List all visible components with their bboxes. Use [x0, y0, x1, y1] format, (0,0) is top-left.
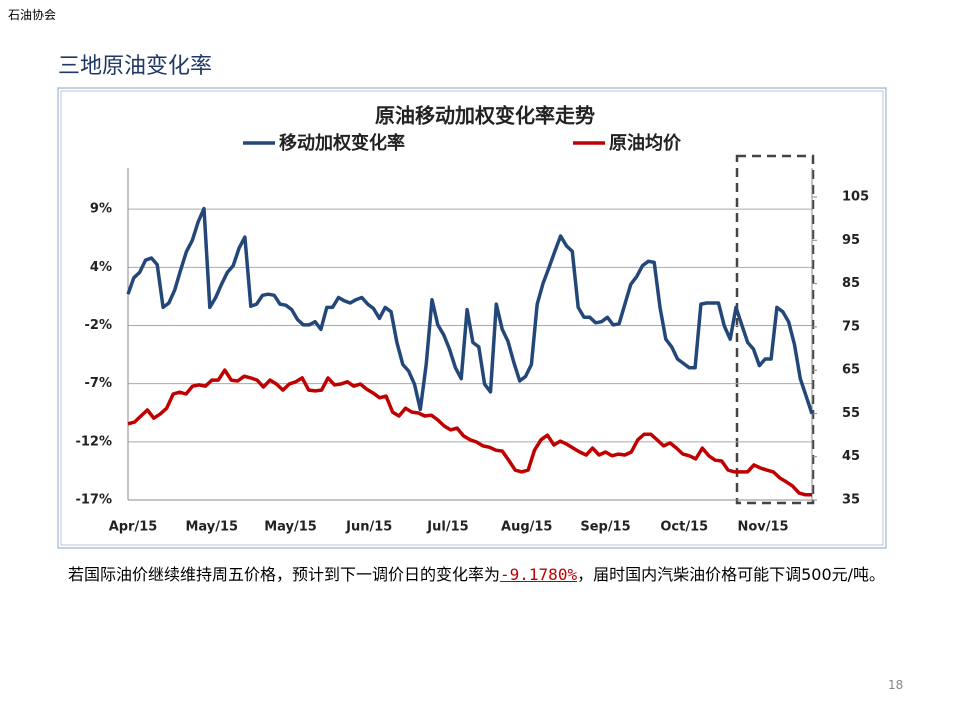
page-number: 18	[888, 678, 904, 692]
y2-tick-label: 55	[842, 406, 860, 421]
x-tick-label: Apr/15	[109, 520, 158, 535]
legend-label: 原油均价	[609, 132, 682, 154]
y2-tick-label: 35	[842, 493, 860, 508]
y-tick-label: -12%	[75, 434, 112, 449]
y-tick-label: 4%	[90, 260, 112, 275]
highlight-box	[735, 154, 815, 505]
x-tick-label: Jul/15	[426, 520, 468, 535]
y2-tick-label: 95	[842, 233, 860, 248]
note-text: ，届时国内汽柴油价格可能下调500元/吨。	[577, 565, 886, 584]
slide-title: 三地原油变化率	[58, 54, 213, 79]
x-tick-label: Aug/15	[501, 520, 552, 535]
legend-label: 移动加权变化率	[279, 132, 405, 154]
chart: 原油移动加权变化率走势 -17% -12% -7% -2% 4% 9% 35 45 55 65 75…	[57, 87, 887, 549]
note-text: 若国际油价继续维持周五价格，预计到下一调价日的变化率为	[68, 565, 501, 584]
x-tick-label: Nov/15	[737, 520, 788, 535]
x-tick-label: Oct/15	[660, 520, 708, 535]
x-tick-label: May/15	[185, 520, 238, 535]
series-line	[127, 368, 812, 497]
y2-tick-label: 105	[842, 190, 869, 205]
chart-title: 原油移动加权变化率走势	[375, 104, 595, 128]
chart-frame-inner	[60, 90, 884, 546]
note-highlight: -9.1780%	[500, 565, 578, 584]
y-tick-label: -7%	[85, 376, 112, 391]
x-tick-label: Jun/15	[345, 520, 392, 535]
y-tick-label: -17%	[75, 493, 112, 508]
y2-tick-label: 75	[842, 319, 860, 334]
x-tick-label: Sep/15	[580, 520, 630, 535]
y-tick-label: -2%	[85, 318, 112, 333]
y2-tick-label: 65	[842, 363, 860, 378]
x-tick-label: May/15	[264, 520, 317, 535]
y2-tick-label: 45	[842, 449, 860, 464]
y2-tick-label: 85	[842, 276, 860, 291]
chart-frame	[57, 87, 887, 549]
org-name: 石油协会	[8, 8, 57, 22]
series-line	[126, 206, 814, 415]
y-tick-label: 9%	[90, 202, 112, 217]
note: 若国际油价继续维持周五价格，预计到下一调价日的变化率为-9.1780%，届时国内…	[68, 562, 898, 588]
